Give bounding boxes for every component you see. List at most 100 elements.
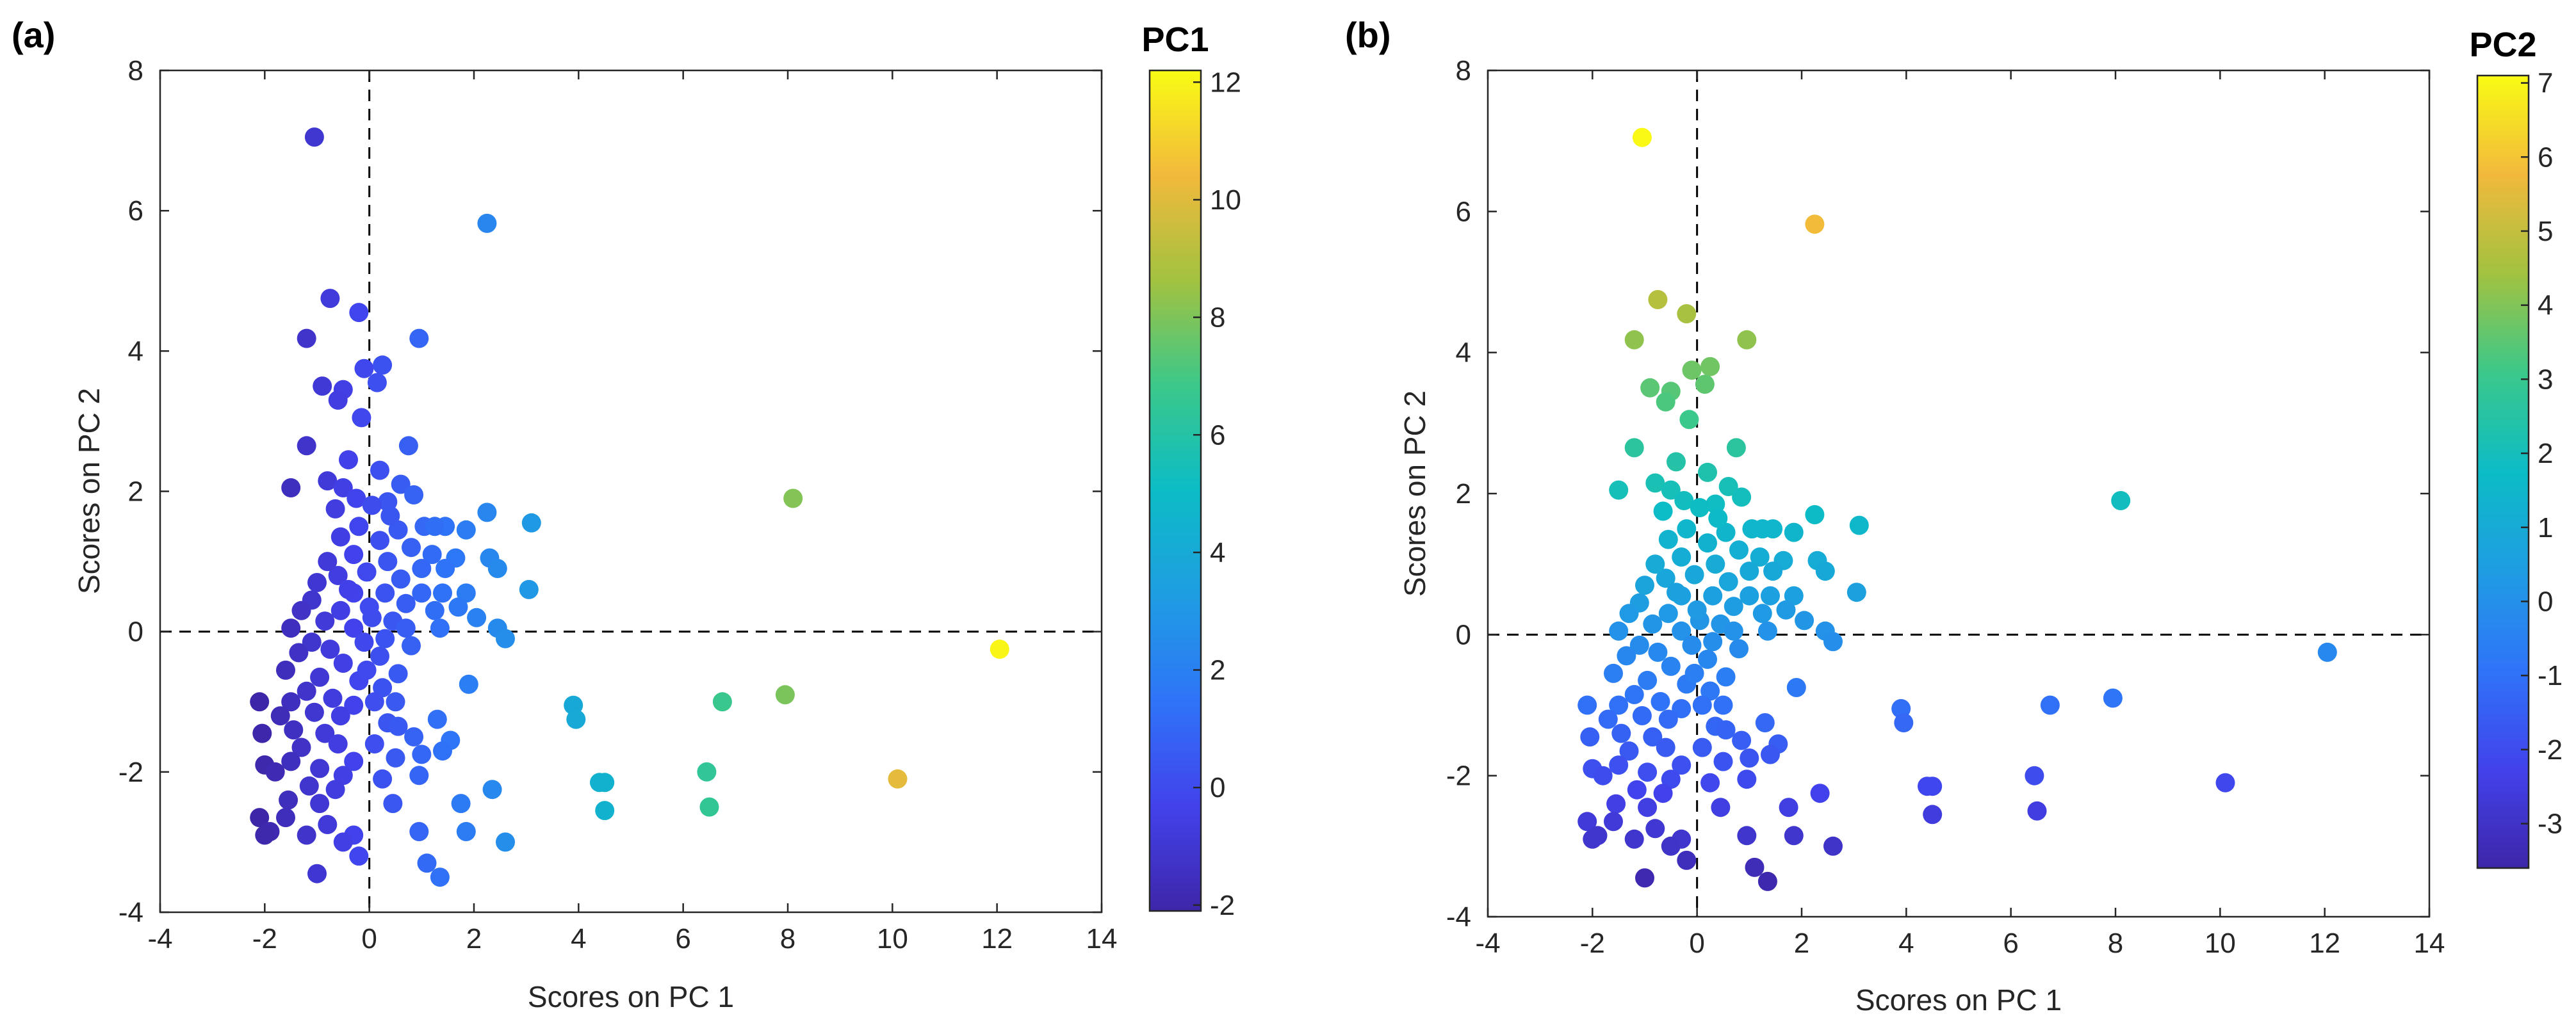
x-tick-label: 2 <box>1794 928 1809 959</box>
scatter-point <box>281 752 301 771</box>
x-tick-label: 10 <box>877 923 908 955</box>
scatter-point <box>1632 706 1652 725</box>
scatter-point <box>325 780 345 800</box>
scatter-point <box>344 545 364 565</box>
scatter-point <box>281 692 301 712</box>
scatter-point <box>1619 604 1639 624</box>
scatter-point <box>433 583 452 603</box>
scatter-point <box>1635 576 1654 595</box>
scatter-point <box>388 716 408 736</box>
panel-a-label: (a) <box>12 15 55 55</box>
scatter-point <box>2025 766 2044 785</box>
scatter-point <box>1677 304 1697 324</box>
scatter-point <box>370 531 389 551</box>
scatter-point <box>1757 621 1777 641</box>
scatter-point <box>370 460 389 480</box>
scatter-point <box>1638 798 1658 818</box>
scatter-point <box>1682 635 1702 655</box>
scatter-point <box>344 695 364 715</box>
colorbar-tick-label: 6 <box>1210 419 1225 451</box>
scatter-point <box>307 573 327 592</box>
scatter-point <box>1672 621 1692 641</box>
scatter-point <box>712 692 732 712</box>
scatter-point <box>330 706 350 726</box>
scatter-point <box>1645 554 1665 574</box>
scatter-point <box>402 636 421 656</box>
scatter-point <box>1761 586 1780 606</box>
scatter-point <box>1677 519 1697 539</box>
scatter-point <box>1786 678 1806 697</box>
scatter-point <box>1679 410 1699 430</box>
scatter-point <box>1923 805 1943 825</box>
scatter-point <box>359 597 379 617</box>
colorbar-tick-label: 8 <box>1210 302 1225 334</box>
scatter-point <box>1624 829 1644 849</box>
scatter-point <box>1745 857 1765 877</box>
scatter-point <box>699 797 719 817</box>
scatter-point <box>402 538 421 558</box>
colorbar-tick-label: 2 <box>2538 438 2553 469</box>
x-tick-label: 6 <box>2003 928 2018 959</box>
scatter-point <box>1674 491 1694 510</box>
scatter-point <box>250 692 270 712</box>
scatter-point <box>373 678 393 698</box>
scatter-point <box>425 517 444 536</box>
x-tick-label: 2 <box>466 923 482 955</box>
scatter-point <box>451 794 471 814</box>
scatter-point <box>1779 798 1798 818</box>
scatter-point <box>320 640 340 659</box>
scatter-point <box>255 825 275 845</box>
scatter-point <box>477 213 497 233</box>
y-tick-label: -4 <box>1446 901 1471 933</box>
scatter-point <box>1784 522 1804 542</box>
scatter-point <box>1810 784 1830 803</box>
scatter-point <box>1698 462 1717 482</box>
scatter-point <box>1604 663 1623 683</box>
x-tick-label: -2 <box>1580 928 1605 959</box>
scatter-point <box>1661 656 1681 676</box>
x-tick-label: 0 <box>361 923 377 955</box>
x-tick-label: 14 <box>2414 928 2445 959</box>
scatter-point <box>409 822 429 841</box>
x-tick-label: 6 <box>675 923 690 955</box>
x-tick-label: -4 <box>147 923 172 955</box>
scatter-point <box>1606 794 1626 814</box>
scatter-point <box>1629 635 1649 655</box>
scatter-point <box>297 436 316 456</box>
scatter-point <box>1580 727 1600 747</box>
y-tick-label: 6 <box>128 195 143 227</box>
scatter-point <box>333 654 353 673</box>
scatter-point <box>276 808 295 828</box>
scatter-point <box>1593 766 1613 785</box>
scatter-point <box>1716 720 1736 740</box>
scatter-point <box>318 471 338 491</box>
scatter-point <box>1706 494 1725 514</box>
scatter-point <box>357 660 377 680</box>
scatter-point <box>1752 604 1772 624</box>
scatter-point <box>1667 583 1686 602</box>
panel-b-label: (b) <box>1345 15 1391 55</box>
x-tick-label: -4 <box>1475 928 1500 959</box>
scatter-point <box>1656 392 1675 412</box>
y-tick-label: 8 <box>1456 55 1471 86</box>
panel-a-y-axis-label: Scores on PC 2 <box>72 388 106 594</box>
y-tick-label: 4 <box>1456 337 1471 369</box>
scatter-point <box>1609 695 1629 715</box>
scatter-point <box>391 569 411 589</box>
colorbar-tick-label: 1 <box>2538 512 2553 544</box>
scatter-point <box>398 436 418 456</box>
scatter-point <box>1667 452 1686 472</box>
scatter-point <box>1672 699 1692 718</box>
panel-b-ticks: -4 -2 0 2 4 6 8 10 12 14 -4 -2 0 2 4 6 8 <box>1446 55 2445 959</box>
scatter-point <box>1611 723 1631 743</box>
scatter-point <box>1708 508 1728 528</box>
colorbar-tick-label: 4 <box>2538 290 2553 321</box>
scatter-point <box>339 450 358 470</box>
scatter-point <box>477 503 497 522</box>
x-tick-label: 10 <box>2205 928 2236 959</box>
scatter-point <box>396 593 416 613</box>
scatter-point <box>1684 663 1704 683</box>
scatter-point <box>1700 357 1720 376</box>
panel-b-colorbar <box>2476 74 2530 869</box>
